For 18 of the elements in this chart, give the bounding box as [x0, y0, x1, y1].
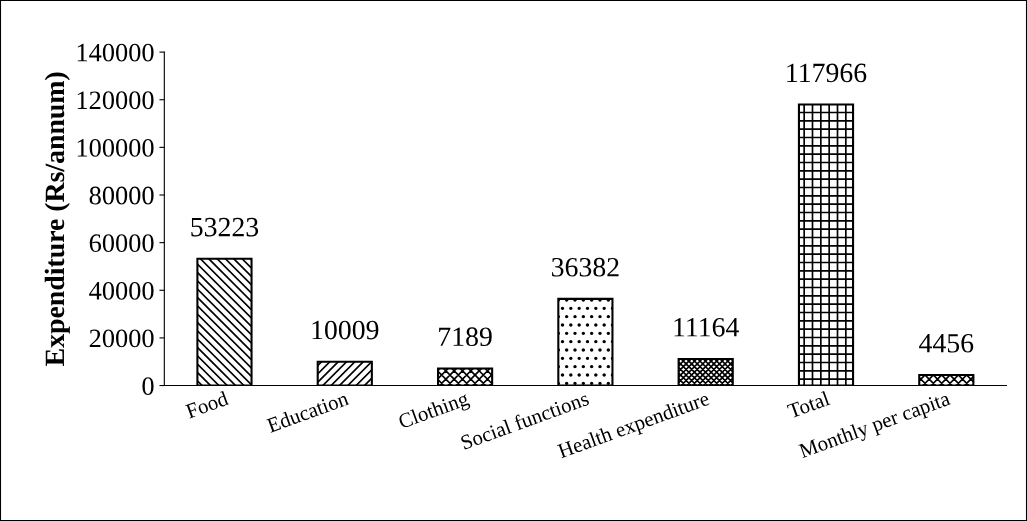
x-tick-label: Total [786, 390, 831, 419]
data-label: 117966 [787, 63, 867, 83]
y-tick-label: 100000 [77, 138, 154, 157]
data-label: 10009 [312, 320, 379, 340]
y-tick-label: 140000 [77, 43, 154, 62]
data-label: 4456 [919, 333, 974, 353]
data-label: 53223 [191, 217, 259, 237]
y-tick-label: 20000 [89, 329, 154, 348]
y-tick-label: 60000 [89, 234, 154, 253]
data-label: 36382 [552, 257, 619, 277]
data-label: 7189 [439, 327, 492, 347]
y-axis-title: Expenditure (Rs/annum) [44, 72, 70, 366]
y-tick-label: 0 [142, 377, 154, 395]
y-tick-label: 120000 [77, 91, 154, 110]
y-tick-label: 80000 [89, 186, 154, 205]
y-tick-label: 40000 [89, 281, 154, 300]
data-label: 11164 [674, 317, 739, 337]
x-tick-label: Food [184, 390, 230, 419]
